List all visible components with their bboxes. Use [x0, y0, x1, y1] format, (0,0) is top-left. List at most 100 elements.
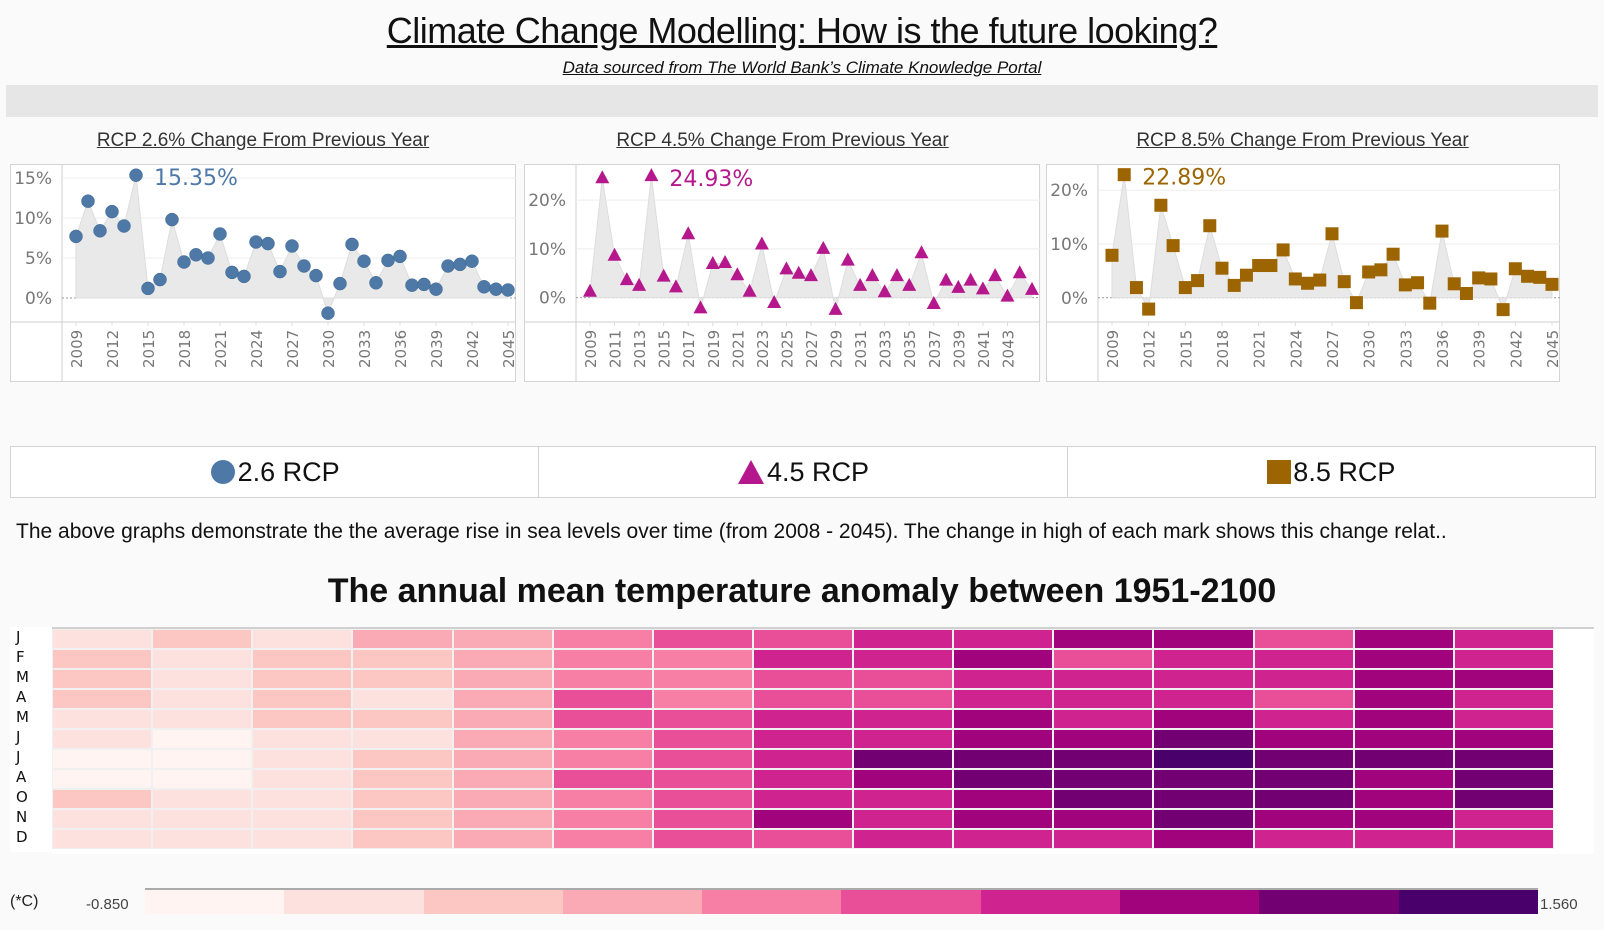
heatmap-cell[interactable] — [552, 669, 653, 689]
heatmap-cell[interactable] — [452, 669, 553, 689]
heatmap-cell[interactable] — [1153, 789, 1254, 809]
heatmap-cell[interactable] — [752, 809, 854, 829]
heatmap-cell[interactable] — [953, 809, 1054, 829]
heatmap-cell[interactable] — [52, 809, 153, 829]
heatmap-cell[interactable] — [853, 789, 954, 809]
heatmap-cell[interactable] — [853, 749, 954, 769]
heatmap-cell[interactable] — [52, 789, 153, 809]
chart-rcp26[interactable]: 0% 5% 10% 15% 15.35% 2009 2012 2015 2018 2021 2024… — [10, 164, 518, 382]
heatmap-cell[interactable] — [853, 689, 954, 709]
heatmap-cell[interactable] — [552, 789, 653, 809]
heatmap-cell[interactable] — [1153, 669, 1254, 689]
heatmap-cell[interactable] — [1153, 749, 1254, 769]
heatmap-cell[interactable] — [1053, 689, 1154, 709]
heatmap-cell[interactable] — [853, 769, 954, 789]
heatmap-cell[interactable] — [252, 729, 353, 749]
heatmap-cell[interactable] — [252, 669, 353, 689]
heatmap-cell[interactable] — [1153, 729, 1254, 749]
heatmap-cell[interactable] — [1453, 629, 1554, 649]
heatmap-cell[interactable] — [953, 829, 1054, 849]
heatmap-cell[interactable] — [352, 749, 453, 769]
legend-item-rcp26[interactable]: 2.6 RCP — [11, 447, 540, 497]
heatmap-cell[interactable] — [1053, 649, 1154, 669]
heatmap-cell[interactable] — [152, 629, 253, 649]
heatmap-cell[interactable] — [1453, 829, 1554, 849]
heatmap-cell[interactable] — [52, 829, 153, 849]
heatmap-cell[interactable] — [1353, 809, 1454, 829]
heatmap-cell[interactable] — [452, 689, 553, 709]
heatmap-cell[interactable] — [1353, 629, 1454, 649]
heatmap-cell[interactable] — [252, 689, 353, 709]
data-source-link[interactable]: Data sourced from The World Bank’s Clima… — [562, 58, 1042, 77]
heatmap-cell[interactable] — [1453, 789, 1554, 809]
chart-rcp85[interactable]: 0% 10% 20% 22.89% 2009 2012 2015 2018 2021 2024 20… — [1046, 164, 1562, 382]
heatmap-cell[interactable] — [853, 629, 954, 649]
heatmap-cell[interactable] — [1353, 769, 1454, 789]
heatmap-cell[interactable] — [452, 769, 553, 789]
color-legend-bar[interactable] — [145, 888, 1538, 914]
heatmap-cell[interactable] — [752, 789, 854, 809]
heatmap-cell[interactable] — [352, 689, 453, 709]
heatmap-cell[interactable] — [953, 729, 1054, 749]
heatmap-cell[interactable] — [452, 629, 553, 649]
heatmap-cell[interactable] — [152, 789, 253, 809]
heatmap-cell[interactable] — [652, 749, 753, 769]
heatmap-cell[interactable] — [552, 649, 653, 669]
heatmap-cell[interactable] — [853, 809, 954, 829]
heatmap-cell[interactable] — [352, 829, 453, 849]
heatmap-cell[interactable] — [1353, 729, 1454, 749]
heatmap-cell[interactable] — [52, 709, 153, 729]
heatmap-cell[interactable] — [1253, 789, 1354, 809]
heatmap-cell[interactable] — [252, 769, 353, 789]
heatmap-cell[interactable] — [552, 829, 653, 849]
heatmap-cell[interactable] — [1153, 829, 1254, 849]
heatmap-cell[interactable] — [552, 809, 653, 829]
heatmap-cell[interactable] — [853, 829, 954, 849]
heatmap-cell[interactable] — [152, 769, 253, 789]
heatmap-cell[interactable] — [552, 689, 653, 709]
heatmap-cell[interactable] — [452, 649, 553, 669]
heatmap-cell[interactable] — [1053, 709, 1154, 729]
heatmap-cell[interactable] — [1353, 649, 1454, 669]
chart-rcp45[interactable]: 0% 10% 20% 24.93% 2009 2011 2013 2015 2017 2019 20… — [524, 164, 1040, 382]
heatmap-cell[interactable] — [352, 789, 453, 809]
heatmap-cell[interactable] — [252, 829, 353, 849]
heatmap-cell[interactable] — [1153, 689, 1254, 709]
heatmap-cell[interactable] — [1453, 689, 1554, 709]
heatmap-cell[interactable] — [752, 729, 854, 749]
heatmap-cell[interactable] — [953, 669, 1054, 689]
heatmap-cell[interactable] — [652, 669, 753, 689]
heatmap-cell[interactable] — [1253, 709, 1354, 729]
heatmap-cell[interactable] — [52, 749, 153, 769]
heatmap-cell[interactable] — [1353, 709, 1454, 729]
heatmap-cell[interactable] — [953, 709, 1054, 729]
heatmap-cell[interactable] — [1453, 749, 1554, 769]
heatmap-cell[interactable] — [1253, 769, 1354, 789]
heatmap-cell[interactable] — [152, 729, 253, 749]
heatmap-cell[interactable] — [652, 629, 753, 649]
legend-item-rcp85[interactable]: 8.5 RCP — [1068, 447, 1595, 497]
heatmap-cell[interactable] — [953, 749, 1054, 769]
heatmap-cell[interactable] — [152, 689, 253, 709]
heatmap-cell[interactable] — [252, 649, 353, 669]
heatmap-cell[interactable] — [1453, 709, 1554, 729]
heatmap-cell[interactable] — [1253, 629, 1354, 649]
heatmap-cell[interactable] — [853, 729, 954, 749]
heatmap-cell[interactable] — [252, 749, 353, 769]
heatmap-cell[interactable] — [52, 769, 153, 789]
heatmap-cell[interactable] — [1253, 829, 1354, 849]
heatmap-cell[interactable] — [552, 749, 653, 769]
heatmap-cell[interactable] — [1253, 749, 1354, 769]
heatmap-cell[interactable] — [953, 789, 1054, 809]
heatmap-cell[interactable] — [652, 649, 753, 669]
heatmap-cell[interactable] — [1053, 809, 1154, 829]
heatmap-cell[interactable] — [1153, 649, 1254, 669]
heatmap-cell[interactable] — [1153, 629, 1254, 649]
heatmap-cell[interactable] — [1453, 809, 1554, 829]
heatmap-cell[interactable] — [352, 629, 453, 649]
heatmap-cell[interactable] — [853, 709, 954, 729]
heatmap-cell[interactable] — [152, 709, 253, 729]
heatmap-cell[interactable] — [752, 689, 854, 709]
heatmap-cell[interactable] — [1453, 769, 1554, 789]
heatmap-cell[interactable] — [1253, 689, 1354, 709]
